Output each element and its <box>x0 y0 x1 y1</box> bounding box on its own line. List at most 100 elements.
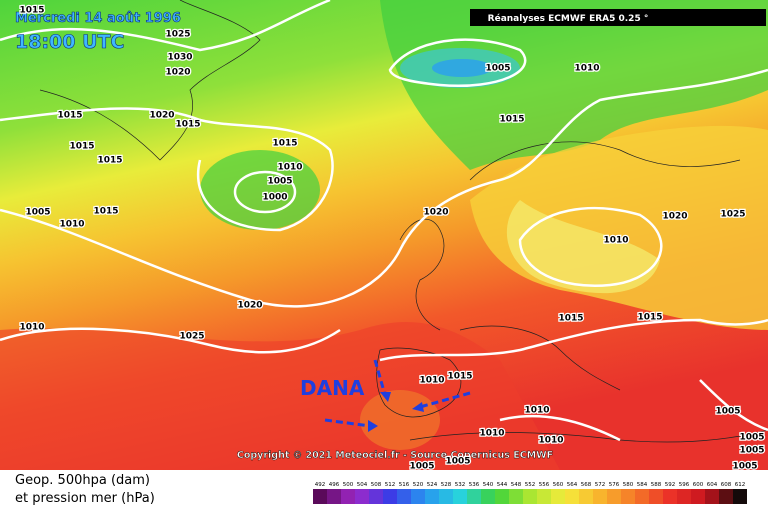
isobar-label: 1015 <box>93 207 118 217</box>
scale-cell <box>565 489 579 504</box>
scale-cell <box>467 489 481 504</box>
isobar-label: 1015 <box>97 156 122 166</box>
scale-label: 512 <box>385 482 396 488</box>
scale-cell <box>453 489 467 504</box>
scale-cell <box>733 489 747 504</box>
isobar-label: 1005 <box>739 446 764 456</box>
scale-cell <box>369 489 383 504</box>
scale-cell <box>397 489 411 504</box>
isobar-label: 1015 <box>57 111 82 121</box>
scale-label: 516 <box>399 482 410 488</box>
scale-cell <box>705 489 719 504</box>
isobar-label: 1010 <box>524 406 549 416</box>
isobar-label: 1020 <box>237 301 262 311</box>
scale-cell <box>327 489 341 504</box>
legend-title: et pression mer (hPa) <box>15 491 155 506</box>
isobars <box>0 0 768 440</box>
isobar-label: 1020 <box>165 68 190 78</box>
scale-cell <box>313 489 327 504</box>
scale-cell <box>677 489 691 504</box>
scale-label: 508 <box>371 482 382 488</box>
scale-label: 608 <box>721 482 732 488</box>
copyright: Copyright © 2021 Meteociel.fr - Source C… <box>237 450 553 461</box>
isobar-label: 1020 <box>662 212 687 222</box>
scale-cell <box>607 489 621 504</box>
scale-label: 524 <box>427 482 438 488</box>
scale-cell <box>439 489 453 504</box>
isobar-label: 1005 <box>485 64 510 74</box>
map-time: 18:00 UTC <box>15 31 124 53</box>
scale-cell <box>621 489 635 504</box>
scale-label: 568 <box>581 482 592 488</box>
scale-cell <box>341 489 355 504</box>
isobar-label: 1030 <box>167 53 192 63</box>
scale-cell <box>411 489 425 504</box>
isobar-label: 1010 <box>419 376 444 386</box>
scale-label: 612 <box>735 482 746 488</box>
scale-label: 560 <box>553 482 564 488</box>
scale-cell <box>719 489 733 504</box>
scale-cell <box>355 489 369 504</box>
isobar-label: 1010 <box>538 436 563 446</box>
isobar-label: 1015 <box>19 6 44 16</box>
isobar-label: 1015 <box>272 139 297 149</box>
isobar-label: 1025 <box>165 30 190 40</box>
scale-label: 576 <box>609 482 620 488</box>
scale-cell <box>509 489 523 504</box>
scale-label: 536 <box>469 482 480 488</box>
scale-cell <box>383 489 397 504</box>
isobar-label: 1005 <box>25 208 50 218</box>
scale-label: 588 <box>651 482 662 488</box>
scale-cell <box>523 489 537 504</box>
scale-label: 596 <box>679 482 690 488</box>
scale-label: 540 <box>483 482 494 488</box>
isobar-label: 1000 <box>262 193 287 203</box>
map-date: Mercredi 14 août 1996 <box>15 11 181 26</box>
scale-label: 544 <box>497 482 508 488</box>
source-box <box>470 9 766 26</box>
isobar-label: 1015 <box>499 115 524 125</box>
isobar-label: 1010 <box>479 429 504 439</box>
scale-cell <box>691 489 705 504</box>
scale-cell <box>663 489 677 504</box>
isobar-label: 1005 <box>409 462 434 472</box>
scale-label: 580 <box>623 482 634 488</box>
scale-label: 492 <box>315 482 326 488</box>
scale-label: 532 <box>455 482 466 488</box>
map-background <box>0 0 768 470</box>
scale-label: 520 <box>413 482 424 488</box>
scale-cell <box>551 489 565 504</box>
scale-label: 564 <box>567 482 578 488</box>
scale-label: 556 <box>539 482 550 488</box>
isobar-label: 1010 <box>59 220 84 230</box>
isobar-label: 1005 <box>732 462 757 472</box>
scale-label: 600 <box>693 482 704 488</box>
isobar-label: 1015 <box>637 313 662 323</box>
scale-label: 584 <box>637 482 648 488</box>
scale-cell <box>537 489 551 504</box>
scale-label: 572 <box>595 482 606 488</box>
scale-label: 528 <box>441 482 452 488</box>
scale-label: 548 <box>511 482 522 488</box>
scale-label: 552 <box>525 482 536 488</box>
scale-cell <box>481 489 495 504</box>
isobar-label: 1015 <box>447 372 472 382</box>
isobar-label: 1005 <box>739 433 764 443</box>
isobar-label: 1010 <box>574 64 599 74</box>
scale-label: 500 <box>343 482 354 488</box>
isobar-label: 1020 <box>149 111 174 121</box>
dana-arrows <box>324 359 471 432</box>
isobar-label: 1015 <box>175 120 200 130</box>
legend-title: Geop. 500hpa (dam) <box>15 473 150 488</box>
scale-cell <box>593 489 607 504</box>
scale-label: 504 <box>357 482 368 488</box>
isobar-label: 1005 <box>267 177 292 187</box>
scale-cell <box>649 489 663 504</box>
annotation: DANA <box>300 376 365 400</box>
isobar-label: 1010 <box>603 236 628 246</box>
isobar-label: 1005 <box>445 457 470 467</box>
isobar-label: 1020 <box>423 208 448 218</box>
isobar-label: 1015 <box>69 142 94 152</box>
